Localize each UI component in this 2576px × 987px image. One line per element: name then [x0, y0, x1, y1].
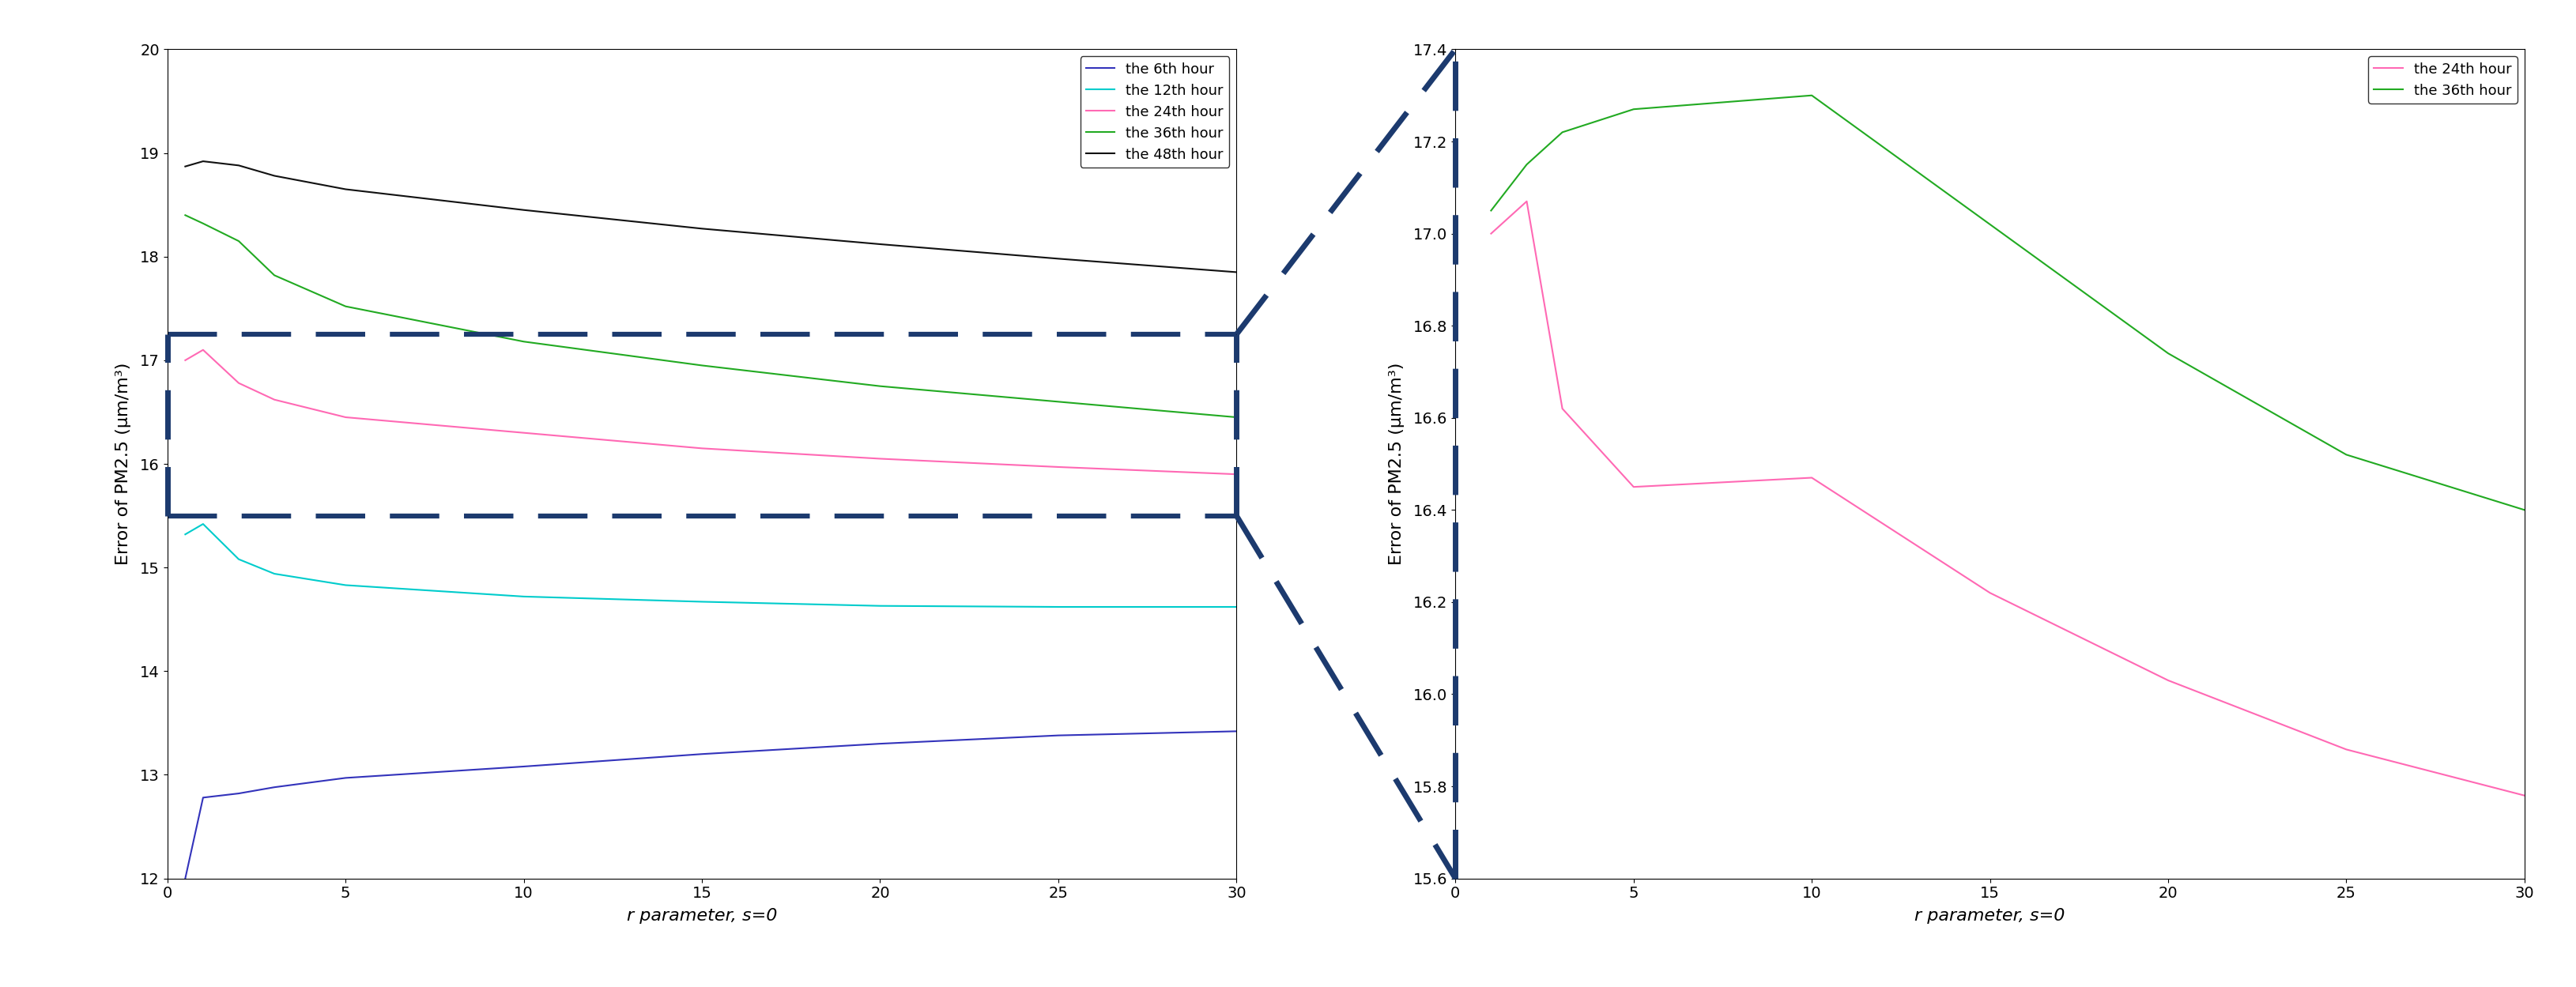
the 48th hour [170, 161, 201, 173]
the 36th hour [1795, 90, 1826, 102]
the 6th hour [170, 873, 201, 884]
the 6th hour [224, 788, 255, 799]
the 36th hour [1618, 104, 1649, 115]
the 48th hour [685, 223, 716, 235]
the 24th hour [1795, 472, 1826, 484]
the 48th hour [507, 204, 538, 216]
the 48th hour [330, 184, 361, 195]
the 6th hour [685, 748, 716, 760]
the 24th hour [330, 412, 361, 423]
the 36th hour [1221, 412, 1252, 423]
the 36th hour [1546, 126, 1577, 138]
the 12th hour [1221, 601, 1252, 613]
the 36th hour [2509, 504, 2540, 516]
the 36th hour [685, 359, 716, 371]
the 24th hour [1476, 228, 1507, 240]
the 24th hour [258, 394, 291, 406]
the 36th hour [2154, 347, 2184, 359]
the 36th hour [258, 269, 291, 281]
the 6th hour [330, 772, 361, 784]
the 24th hour [1221, 469, 1252, 481]
Line: the 36th hour: the 36th hour [1492, 96, 2524, 510]
the 48th hour [258, 170, 291, 182]
the 6th hour [258, 782, 291, 794]
the 24th hour [188, 343, 219, 355]
the 6th hour [1221, 725, 1252, 737]
the 12th hour [258, 568, 291, 579]
the 12th hour [224, 554, 255, 566]
the 36th hour [224, 235, 255, 247]
Y-axis label: Error of PM2.5 (μm/m³): Error of PM2.5 (μm/m³) [1388, 362, 1404, 566]
the 12th hour [685, 596, 716, 608]
the 36th hour [507, 336, 538, 347]
Line: the 36th hour: the 36th hour [185, 215, 1236, 418]
the 36th hour [330, 300, 361, 312]
Line: the 24th hour: the 24th hour [185, 349, 1236, 475]
the 6th hour [866, 737, 896, 749]
the 24th hour [1546, 403, 1577, 415]
the 36th hour [188, 217, 219, 229]
the 36th hour [2331, 449, 2362, 461]
the 48th hour [224, 160, 255, 172]
the 36th hour [1476, 204, 1507, 216]
Y-axis label: Error of PM2.5 (μm/m³): Error of PM2.5 (μm/m³) [116, 362, 131, 566]
Line: the 24th hour: the 24th hour [1492, 201, 2524, 796]
the 48th hour [1221, 266, 1252, 278]
the 12th hour [866, 600, 896, 612]
the 36th hour [1973, 218, 2004, 230]
the 36th hour [1043, 396, 1074, 408]
X-axis label: r parameter, s=0: r parameter, s=0 [1914, 908, 2066, 924]
the 12th hour [330, 579, 361, 591]
the 6th hour [188, 792, 219, 803]
the 24th hour [2509, 790, 2540, 801]
the 24th hour [2331, 743, 2362, 755]
the 6th hour [1043, 729, 1074, 741]
Line: the 6th hour: the 6th hour [185, 731, 1236, 878]
the 24th hour [685, 442, 716, 454]
X-axis label: r parameter, s=0: r parameter, s=0 [626, 908, 778, 924]
the 36th hour [170, 209, 201, 221]
the 12th hour [188, 518, 219, 530]
the 6th hour [507, 761, 538, 773]
Line: the 12th hour: the 12th hour [185, 524, 1236, 607]
Line: the 48th hour: the 48th hour [185, 161, 1236, 272]
the 24th hour [1512, 195, 1543, 207]
the 24th hour [1618, 481, 1649, 493]
the 48th hour [188, 155, 219, 167]
the 24th hour [1043, 461, 1074, 473]
Legend: the 6th hour, the 12th hour, the 24th hour, the 36th hour, the 48th hour: the 6th hour, the 12th hour, the 24th ho… [1079, 56, 1229, 168]
the 48th hour [1043, 253, 1074, 265]
Legend: the 24th hour, the 36th hour: the 24th hour, the 36th hour [2367, 56, 2517, 104]
the 12th hour [170, 528, 201, 540]
the 36th hour [1512, 159, 1543, 171]
the 36th hour [866, 380, 896, 392]
the 24th hour [2154, 674, 2184, 686]
the 12th hour [507, 590, 538, 602]
the 12th hour [1043, 601, 1074, 613]
the 48th hour [866, 238, 896, 250]
the 24th hour [1973, 587, 2004, 599]
the 24th hour [170, 354, 201, 366]
the 24th hour [507, 427, 538, 439]
the 24th hour [866, 453, 896, 465]
the 24th hour [224, 377, 255, 389]
